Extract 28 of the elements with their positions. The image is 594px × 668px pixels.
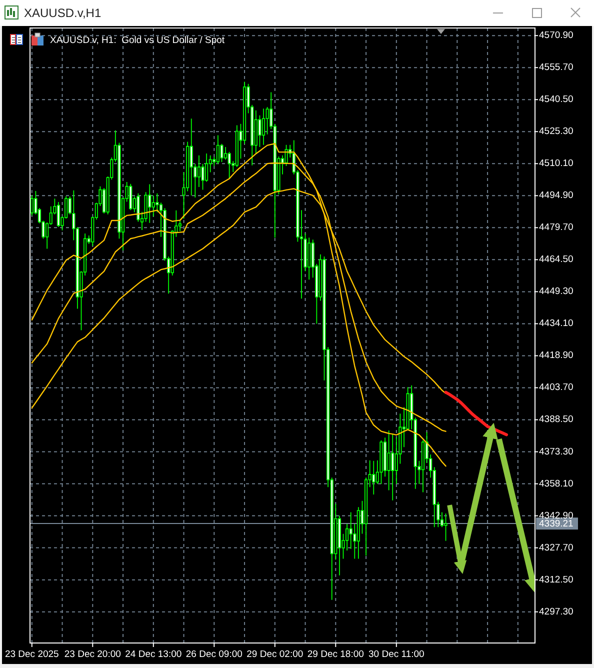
y-tick-label: 4570.90 bbox=[539, 30, 574, 42]
x-tick-label: 23 Dec 2025 bbox=[4, 649, 59, 660]
y-tick-label: 4510.10 bbox=[539, 158, 574, 170]
y-tick-label: 4449.30 bbox=[539, 286, 574, 298]
y-tick-label: 4358.10 bbox=[539, 478, 574, 490]
x-tick-label: 26 Dec 09:00 bbox=[186, 649, 242, 660]
chart-title: XAUUSD.v,H1 bbox=[24, 6, 102, 20]
y-tick-label: 4479.70 bbox=[539, 222, 574, 234]
y-tick-label: 4540.50 bbox=[539, 94, 574, 106]
y-tick-label: 4373.30 bbox=[539, 446, 574, 458]
text: XAUUSD.v, H1: Gold vs US Dollar / Spot bbox=[50, 35, 225, 46]
y-tick-label: 4388.50 bbox=[539, 414, 574, 426]
ref-line-label: 4339.21 bbox=[539, 518, 574, 530]
x-tick-label: 29 Dec 02:00 bbox=[246, 649, 304, 660]
y-tick-label: 4494.90 bbox=[539, 190, 574, 202]
y-tick-label: 4327.70 bbox=[539, 542, 574, 554]
y-tick-label: 4403.70 bbox=[539, 382, 574, 394]
x-tick-label: 30 Dec 11:00 bbox=[368, 649, 424, 660]
y-tick-label: 4464.50 bbox=[539, 254, 574, 266]
y-tick-label: 4297.30 bbox=[539, 606, 574, 618]
y-tick-label: 4312.50 bbox=[539, 574, 574, 586]
x-tick-label: 23 Dec 20:00 bbox=[64, 649, 121, 660]
y-tick-label: 4418.90 bbox=[539, 350, 574, 362]
y-tick-label: 4434.10 bbox=[539, 318, 574, 330]
y-tick-label: 4525.30 bbox=[539, 126, 574, 138]
x-tick-label: 29 Dec 18:00 bbox=[307, 649, 364, 660]
x-tick-label: 24 Dec 13:00 bbox=[125, 649, 182, 660]
y-tick-label: 4555.70 bbox=[539, 62, 574, 74]
